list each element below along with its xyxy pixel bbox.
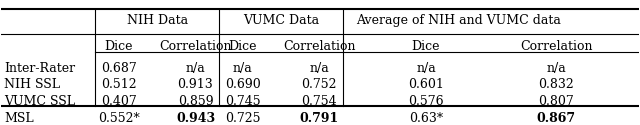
Text: Dice: Dice (412, 40, 440, 53)
Text: Dice: Dice (228, 40, 257, 53)
Text: n/a: n/a (186, 62, 205, 75)
Text: 0.859: 0.859 (178, 95, 213, 108)
Text: n/a: n/a (233, 62, 253, 75)
Text: 0.407: 0.407 (101, 95, 137, 108)
Text: NIH Data: NIH Data (127, 14, 188, 27)
Text: 0.791: 0.791 (300, 112, 339, 125)
Text: 0.943: 0.943 (176, 112, 215, 125)
Text: Correlation: Correlation (283, 40, 356, 53)
Text: 0.807: 0.807 (538, 95, 574, 108)
Text: 0.745: 0.745 (225, 95, 260, 108)
Text: Average of NIH and VUMC data: Average of NIH and VUMC data (356, 14, 561, 27)
Text: n/a: n/a (310, 62, 329, 75)
Text: 0.913: 0.913 (177, 78, 213, 91)
Text: 0.690: 0.690 (225, 78, 260, 91)
Text: 0.63*: 0.63* (409, 112, 443, 125)
Text: 0.552*: 0.552* (98, 112, 140, 125)
Text: 0.687: 0.687 (101, 62, 137, 75)
Text: 0.725: 0.725 (225, 112, 260, 125)
Text: VUMC SSL: VUMC SSL (4, 95, 75, 108)
Text: 0.754: 0.754 (301, 95, 337, 108)
Text: 0.601: 0.601 (408, 78, 444, 91)
Text: VUMC Data: VUMC Data (243, 14, 319, 27)
Text: 0.832: 0.832 (538, 78, 574, 91)
Text: Inter-Rater: Inter-Rater (4, 62, 75, 75)
Text: n/a: n/a (416, 62, 436, 75)
Text: 0.752: 0.752 (301, 78, 337, 91)
Text: Correlation: Correlation (520, 40, 593, 53)
Text: 0.867: 0.867 (537, 112, 576, 125)
Text: n/a: n/a (547, 62, 566, 75)
Text: Dice: Dice (104, 40, 133, 53)
Text: MSL: MSL (4, 112, 33, 125)
Text: 0.576: 0.576 (408, 95, 444, 108)
Text: 0.512: 0.512 (101, 78, 137, 91)
Text: NIH SSL: NIH SSL (4, 78, 60, 91)
Text: Correlation: Correlation (159, 40, 232, 53)
